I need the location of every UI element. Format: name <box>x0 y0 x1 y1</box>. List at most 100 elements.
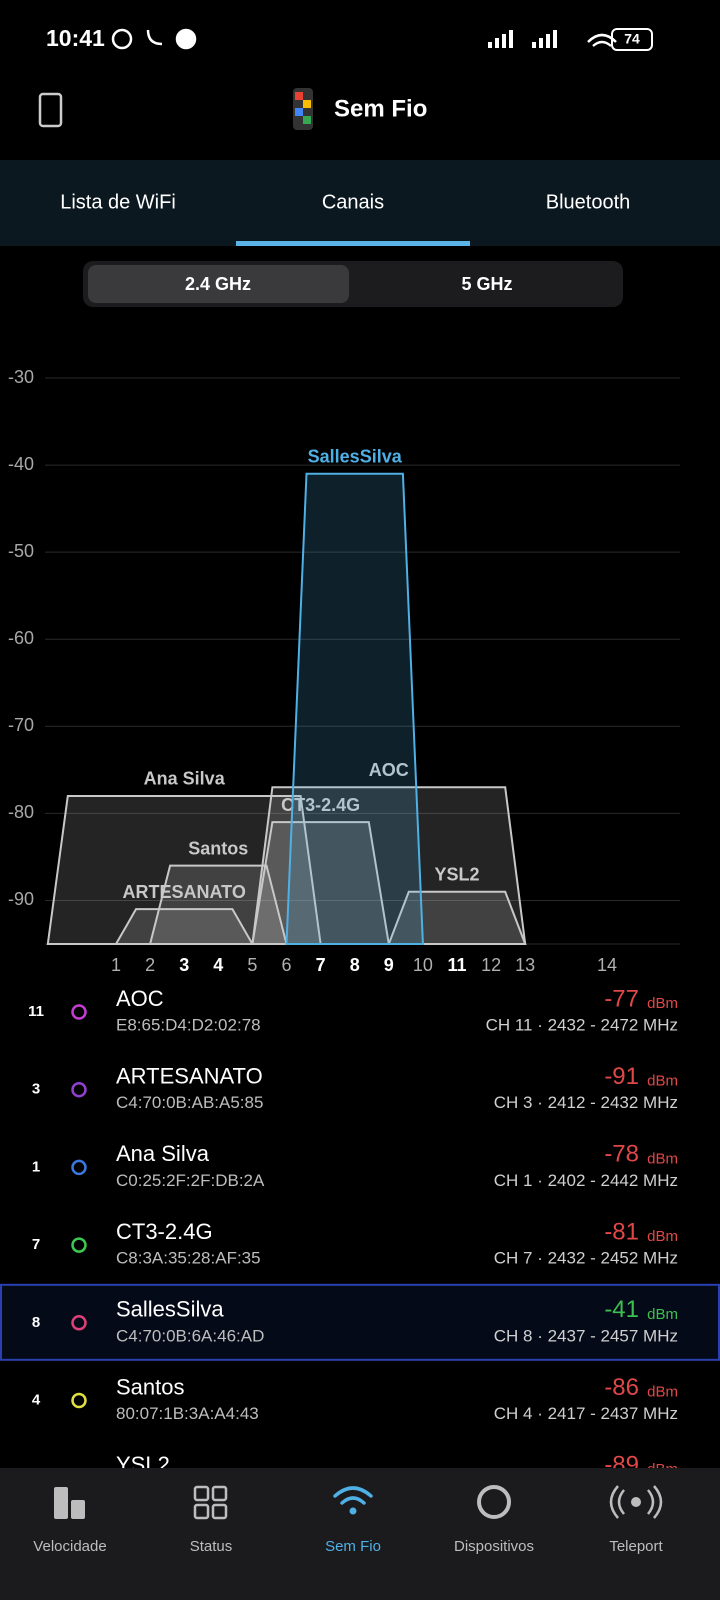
app-icon <box>293 88 313 130</box>
nav-label: Status <box>190 1538 233 1555</box>
network-label: YSL2 <box>434 865 479 885</box>
x-tick-label: 3 <box>179 955 189 975</box>
nav-item[interactable]: Dispositivos <box>454 1485 534 1555</box>
nav-item[interactable]: Teleport <box>609 1485 664 1555</box>
tab[interactable]: Lista de WiFi <box>60 191 176 213</box>
status-icons <box>111 28 617 50</box>
y-tick-label: -50 <box>8 541 34 561</box>
x-tick-label: 2 <box>145 955 155 975</box>
row-unit: dBm <box>647 1383 678 1400</box>
battery-level: 74 <box>624 31 640 47</box>
y-tick-label: -30 <box>8 367 34 387</box>
row-band: CH 3 · 2412 - 2432 MHz <box>494 1093 678 1112</box>
x-tick-label: 13 <box>515 955 535 975</box>
network-label: ARTESANATO <box>123 882 246 902</box>
row-channel: 3 <box>32 1081 40 1098</box>
row-mac: C0:25:2F:2F:DB:2A <box>116 1171 265 1190</box>
nav-item[interactable]: Sem Fio <box>325 1486 381 1555</box>
band-selected <box>88 265 349 303</box>
row-band: CH 8 · 2437 - 2457 MHz <box>494 1326 678 1345</box>
row-mac: E8:65:D4:D2:02:78 <box>116 1015 261 1034</box>
band-option[interactable]: 2.4 GHz <box>185 274 251 294</box>
row-unit: dBm <box>647 1073 678 1090</box>
x-tick-label: 7 <box>316 955 326 975</box>
row-band: CH 1 · 2402 - 2442 MHz <box>494 1171 678 1190</box>
network-label: Ana Silva <box>144 769 226 789</box>
row-signal: -86 <box>604 1374 639 1401</box>
row-band: CH 7 · 2432 - 2452 MHz <box>494 1249 678 1268</box>
y-tick-label: -80 <box>8 802 34 822</box>
y-tick-label: -60 <box>8 628 34 648</box>
band-option[interactable]: 5 GHz <box>461 274 512 294</box>
nav-label: Velocidade <box>33 1538 106 1555</box>
row-dot <box>71 1392 87 1409</box>
x-tick-label: 8 <box>350 955 360 975</box>
x-tick-label: 6 <box>281 955 291 975</box>
row-unit: dBm <box>647 1461 678 1478</box>
row-dot <box>71 1159 87 1176</box>
battery <box>611 28 653 51</box>
nav-items: Velocidade Status Sem Fio Dispositivos Telep… <box>33 1485 664 1555</box>
row-unit: dBm <box>647 1150 678 1167</box>
status-time: 10:41 <box>46 25 105 51</box>
row-name[interactable]: CT3-2.4G <box>116 1219 213 1244</box>
nav-item[interactable]: Status <box>190 1485 233 1555</box>
nav-icon <box>609 1485 663 1519</box>
y-tick-label: -40 <box>8 454 34 474</box>
channel-band <box>285 472 424 945</box>
row-name[interactable]: Ana Silva <box>116 1141 210 1166</box>
nav-icon <box>631 1497 641 1507</box>
row-mac: C4:70:0B:AB:A5:85 <box>116 1093 263 1112</box>
row-unit: dBm <box>647 995 678 1012</box>
channel-chart: -30-40-50-60-70-80-901 2 3 4 5 6 7 8 9 10 11 12 13 14… <box>8 367 680 975</box>
x-tick-label: 5 <box>247 955 257 975</box>
nav-label: Teleport <box>609 1538 663 1555</box>
nav-icon <box>211 1485 228 1502</box>
nav-icon <box>54 1487 68 1519</box>
x-tick-label: 1 <box>111 955 121 975</box>
x-tick-label: 4 <box>213 955 223 975</box>
row-band: CH 4 · 2417 - 2437 MHz <box>494 1404 678 1423</box>
tab-indicator <box>236 241 470 246</box>
row-name[interactable]: SallesSilva <box>116 1297 224 1322</box>
channel-band <box>148 864 288 945</box>
row-dot <box>71 1315 87 1331</box>
nav-icon <box>211 1503 228 1520</box>
row-channel: 7 <box>32 1236 40 1253</box>
device-icon[interactable] <box>38 92 63 128</box>
row-signal: -78 <box>604 1141 639 1168</box>
row-name[interactable]: ARTESANATO <box>116 1064 263 1089</box>
tab-bar <box>0 160 720 246</box>
row-channel: 1 <box>32 1158 40 1175</box>
tab[interactable]: Bluetooth <box>546 191 631 213</box>
row-name[interactable]: AOC <box>116 986 164 1011</box>
x-tick-label: 9 <box>384 955 394 975</box>
row-mac: C4:70:0B:6A:46:AD <box>116 1326 264 1345</box>
row-signal: -41 <box>604 1296 639 1323</box>
tab-active[interactable]: Canais <box>322 191 384 213</box>
x-tick-label: 14 <box>597 955 617 975</box>
nav-label: Dispositivos <box>454 1538 534 1555</box>
network-label: CT3-2.4G <box>281 795 360 815</box>
y-tick-label: -90 <box>8 889 34 909</box>
nav-label: Sem Fio <box>325 1538 381 1555</box>
nav-icon <box>349 1507 357 1515</box>
row-signal: -81 <box>604 1218 639 1245</box>
row-band: CH 11 · 2432 - 2472 MHz <box>486 1015 678 1034</box>
nav-icon <box>71 1500 85 1519</box>
row-mac: 80:07:1B:3A:A4:43 <box>116 1404 259 1423</box>
network-label: Santos <box>188 838 248 858</box>
row-name[interactable]: YSL2 <box>116 1452 170 1477</box>
network-list: 11 AOC E8:65:D4:D2:02:78 -77 dBm CH 11 · 2432… <box>0 985 720 1479</box>
network-label: AOC <box>369 760 409 780</box>
row-signal: -89 <box>604 1452 639 1479</box>
nav-item[interactable]: Velocidade <box>33 1487 107 1555</box>
nav-icon <box>193 1503 210 1520</box>
x-tick-label: 12 <box>481 955 501 975</box>
row-name[interactable]: Santos <box>116 1374 185 1399</box>
row-channel: 11 <box>28 1003 44 1020</box>
row-dot <box>71 1004 87 1020</box>
row-channel: 8 <box>32 1314 40 1331</box>
signal-icons <box>488 30 557 48</box>
